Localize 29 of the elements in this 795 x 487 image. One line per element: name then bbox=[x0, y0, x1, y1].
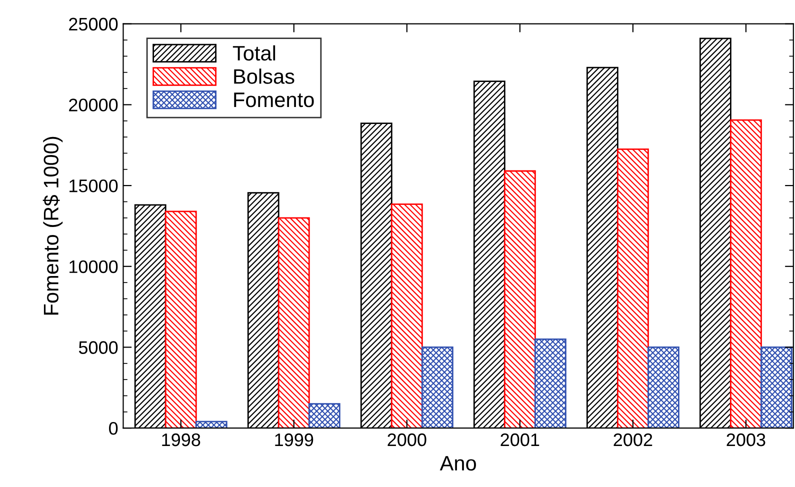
bar bbox=[308, 403, 340, 428]
x-tick-label: 1998 bbox=[162, 433, 200, 446]
bar bbox=[534, 338, 566, 428]
bar bbox=[278, 217, 310, 428]
y-axis-title: Fomento (R$ 1000) bbox=[42, 136, 63, 315]
y-tick-label: 0 bbox=[109, 422, 118, 435]
x-tick-label: 1999 bbox=[275, 433, 314, 446]
y-tick-label: 5000 bbox=[78, 341, 118, 354]
y-tick-label: 25000 bbox=[69, 18, 118, 31]
x-tick-label: 2003 bbox=[726, 433, 766, 446]
bar bbox=[647, 346, 680, 428]
y-tick-label: 20000 bbox=[69, 98, 118, 112]
bar bbox=[164, 210, 197, 428]
bar bbox=[730, 119, 762, 428]
y-tick-label: 15000 bbox=[70, 179, 118, 192]
bar bbox=[760, 346, 792, 428]
x-tick-label: 2000 bbox=[388, 433, 426, 446]
x-axis-title: Ano bbox=[440, 456, 476, 471]
bar bbox=[421, 346, 454, 428]
bar bbox=[390, 203, 423, 428]
legend-label: Total bbox=[232, 45, 276, 61]
bar bbox=[616, 148, 649, 428]
x-tick-label: 2001 bbox=[500, 433, 540, 446]
y-tick-label: 10000 bbox=[70, 260, 118, 274]
bar bbox=[504, 170, 536, 428]
legend-label: Fomento bbox=[234, 92, 314, 108]
bar bbox=[195, 420, 228, 428]
legend-label: Bolsas bbox=[234, 68, 294, 84]
x-tick-label: 2002 bbox=[614, 433, 652, 446]
